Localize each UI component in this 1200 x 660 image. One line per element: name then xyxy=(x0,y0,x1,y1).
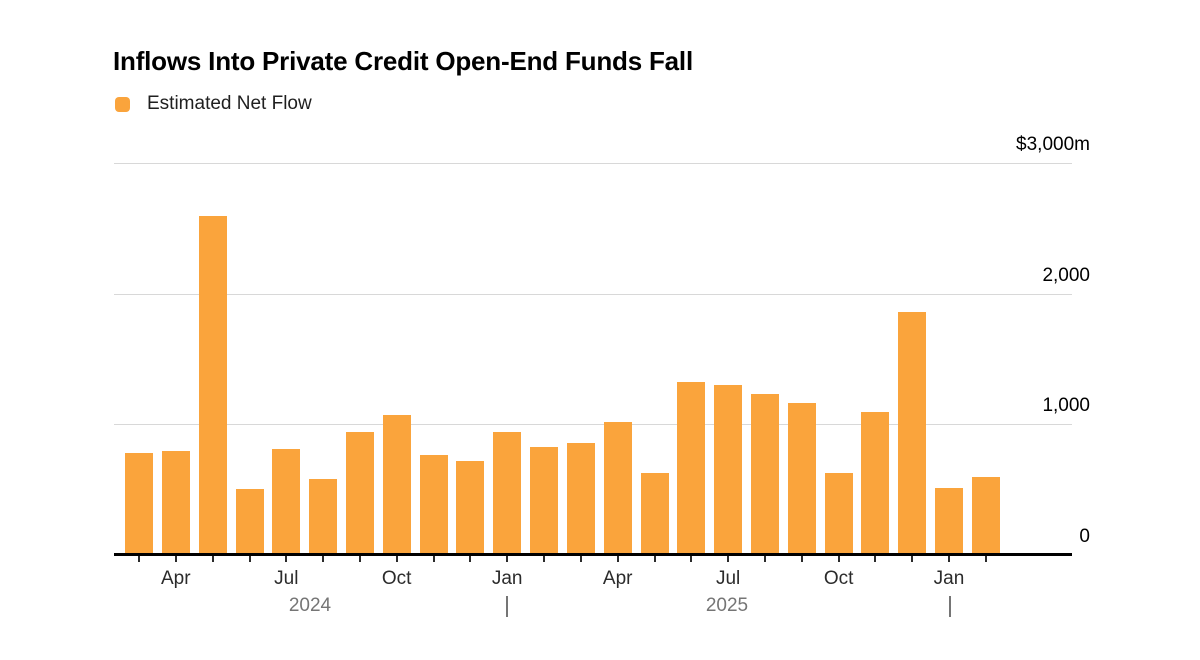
bar-sep-2024 xyxy=(345,432,374,553)
bar-may-2025 xyxy=(640,473,669,553)
bar-feb-2025 xyxy=(530,447,558,553)
x-tick-11 xyxy=(543,556,545,562)
x-axis-line xyxy=(114,552,1072,556)
y-axis-label-1000: 1,000 xyxy=(1042,395,1090,417)
bar-jul-2025 xyxy=(714,385,743,553)
bar-aug-2025 xyxy=(750,394,779,553)
x-tick-3 xyxy=(248,556,251,562)
bar-mar-2024 xyxy=(125,453,153,553)
y-axis-label-3000: $3,000m xyxy=(1016,134,1090,156)
x-axis-label-oct-7: Oct xyxy=(381,568,412,589)
x-tick-9 xyxy=(469,556,472,562)
bar-apr-2025 xyxy=(603,422,632,553)
bar-oct-2024 xyxy=(382,415,411,553)
x-tick-21 xyxy=(911,556,914,562)
bar-nov-2024 xyxy=(419,455,448,553)
bar-oct-2025 xyxy=(824,473,853,553)
x-tick-5 xyxy=(322,556,325,562)
chart-title: Inflows Into Private Credit Open-End Fun… xyxy=(113,46,693,76)
legend-label: Estimated Net Flow xyxy=(147,93,312,114)
bar-mar-2025 xyxy=(566,443,595,553)
x-axis-label-jan-10: Jan xyxy=(491,568,523,589)
legend: Estimated Net Flow xyxy=(115,93,312,115)
bar-apr-2024 xyxy=(161,451,190,553)
bar-dec-2024 xyxy=(456,461,485,553)
x-axis-label-apr-1: Apr xyxy=(161,568,191,589)
x-tick-12 xyxy=(579,556,582,562)
bar-jun-2025 xyxy=(677,382,706,553)
y-axis-label-2000: 2,000 xyxy=(1042,264,1090,286)
x-tick-1 xyxy=(174,556,177,562)
year-divider-0 xyxy=(506,596,508,617)
x-tick-22 xyxy=(948,556,950,562)
year-divider-1 xyxy=(949,596,951,617)
x-tick-18 xyxy=(800,556,803,562)
x-tick-13 xyxy=(616,556,619,562)
bar-jun-2024 xyxy=(235,489,264,553)
bar-jul-2024 xyxy=(272,449,301,553)
x-tick-10 xyxy=(506,556,509,562)
x-tick-17 xyxy=(763,556,766,562)
x-tick-4 xyxy=(285,556,288,562)
x-tick-23 xyxy=(984,556,987,562)
x-tick-8 xyxy=(432,556,435,562)
legend-swatch-icon xyxy=(115,96,130,112)
x-axis-label-jan-22: Jan xyxy=(933,568,965,589)
bar-dec-2025 xyxy=(898,312,927,553)
gridline-2000 xyxy=(114,293,1072,295)
y-axis-label-0: 0 xyxy=(1079,526,1090,547)
x-tick-0 xyxy=(138,556,140,562)
x-tick-15 xyxy=(690,556,693,562)
x-tick-6 xyxy=(358,556,361,562)
x-tick-20 xyxy=(874,556,877,562)
bar-nov-2025 xyxy=(861,412,890,553)
bar-aug-2024 xyxy=(309,479,338,553)
year-label-2025: 2025 xyxy=(705,595,749,616)
bar-sep-2025 xyxy=(787,403,816,553)
bar-jan-2026 xyxy=(935,488,963,553)
x-tick-2 xyxy=(211,556,214,562)
year-label-2024: 2024 xyxy=(288,595,332,616)
x-tick-16 xyxy=(727,556,730,562)
bar-jan-2025 xyxy=(493,432,522,553)
bar-may-2024 xyxy=(198,216,227,553)
x-axis-label-jul-4: Jul xyxy=(274,568,299,589)
x-tick-14 xyxy=(653,556,656,562)
x-axis-label-apr-13: Apr xyxy=(602,568,633,589)
x-tick-19 xyxy=(837,556,840,562)
gridline-3000 xyxy=(114,163,1072,165)
x-axis-label-oct-19: Oct xyxy=(823,568,854,589)
bar-feb-2026 xyxy=(971,477,1000,553)
x-axis-label-jul-16: Jul xyxy=(715,568,741,589)
x-tick-7 xyxy=(395,556,398,562)
gridline-1000 xyxy=(114,424,1072,426)
